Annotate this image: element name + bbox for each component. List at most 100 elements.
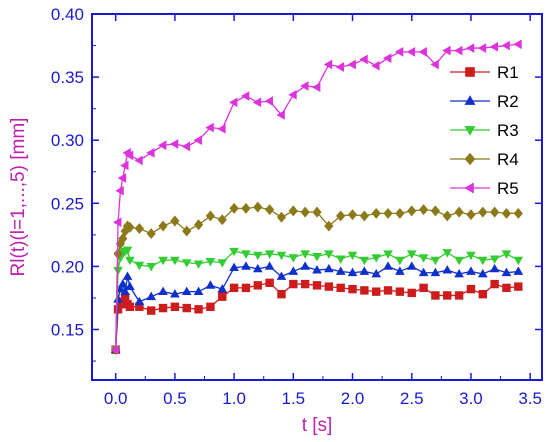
y-tick-label: 0.40 [51, 5, 84, 24]
data-point [454, 268, 464, 278]
data-point [205, 210, 216, 222]
data-point [477, 256, 488, 266]
data-point [217, 214, 227, 226]
data-point [182, 303, 191, 313]
data-point [229, 247, 239, 257]
data-point [113, 294, 123, 303]
data-point [347, 209, 358, 221]
series-line [115, 282, 519, 350]
data-point [229, 97, 238, 108]
legend-label: R4 [497, 150, 519, 169]
y-tick-label: 0.25 [51, 194, 84, 213]
data-point [312, 281, 322, 290]
data-point [205, 280, 216, 289]
data-point [117, 173, 127, 183]
data-point [134, 296, 145, 306]
data-point [206, 302, 215, 311]
data-point [371, 207, 381, 219]
data-point [193, 260, 204, 269]
data-point [501, 250, 512, 259]
data-point [311, 82, 321, 93]
legend-label: R2 [497, 92, 519, 111]
x-tick-label: 2.5 [400, 389, 424, 408]
data-point [324, 282, 334, 291]
data-point [170, 215, 180, 227]
data-point [158, 140, 167, 151]
data-point [181, 259, 192, 268]
data-point [122, 271, 133, 280]
data-point [418, 47, 427, 57]
data-point [253, 201, 263, 213]
data-point [265, 278, 274, 288]
data-point [288, 89, 297, 100]
data-point [158, 303, 168, 313]
data-point [406, 250, 417, 259]
data-point [217, 284, 228, 293]
data-point [324, 263, 334, 273]
x-tick-label: 1.0 [222, 389, 246, 408]
data-point [134, 155, 143, 166]
data-point [158, 286, 168, 296]
data-point [252, 263, 263, 273]
data-point [336, 210, 346, 222]
data-point [395, 287, 405, 296]
series-line [115, 265, 519, 350]
y-tick-label: 0.20 [51, 257, 84, 276]
data-point [383, 261, 393, 270]
data-point [182, 225, 192, 237]
data-point [252, 251, 263, 261]
data-point [312, 252, 322, 262]
data-point [395, 256, 405, 266]
x-tick-label: 3.5 [518, 389, 542, 408]
data-point [477, 268, 488, 278]
data-point [288, 205, 298, 217]
data-point [264, 96, 273, 106]
data-point [430, 59, 439, 70]
data-point [125, 281, 135, 290]
data-point [300, 81, 309, 91]
legend-label: R1 [497, 63, 519, 82]
data-point [170, 302, 180, 311]
data-point [359, 210, 369, 222]
data-point [125, 256, 135, 266]
legend-marker [464, 182, 474, 194]
data-point [146, 228, 156, 240]
data-point [122, 246, 133, 256]
data-point [335, 266, 346, 275]
data-point [489, 41, 498, 52]
data-point [442, 265, 453, 274]
data-point [466, 266, 476, 275]
data-point [335, 255, 346, 264]
series-line [115, 206, 519, 350]
data-point [193, 286, 204, 296]
y-tick-label: 0.30 [51, 131, 84, 150]
data-point [289, 279, 298, 289]
data-point [252, 97, 262, 108]
data-point [120, 286, 130, 296]
x-tick-label: 3.0 [459, 389, 483, 408]
data-point [513, 256, 524, 266]
legend: R1 R2 R3 R4 R5 [450, 63, 519, 198]
data-point [300, 279, 310, 289]
data-point [430, 256, 441, 266]
data-point [205, 122, 214, 133]
data-point [395, 266, 405, 275]
data-point [454, 206, 464, 218]
data-point [217, 259, 228, 268]
data-point [229, 262, 239, 272]
data-point [115, 185, 124, 196]
data-point [229, 283, 239, 293]
series-r5 [110, 39, 522, 355]
legend-label: R5 [497, 179, 519, 198]
data-point [513, 266, 524, 275]
series-r3 [110, 246, 524, 355]
data-point [135, 302, 144, 311]
x-tick-label: 0.5 [163, 389, 187, 408]
data-point [407, 205, 417, 217]
data-point [454, 256, 464, 266]
data-point [371, 254, 382, 263]
data-point [442, 210, 452, 222]
legend-marker [464, 152, 476, 166]
data-point [120, 225, 130, 237]
